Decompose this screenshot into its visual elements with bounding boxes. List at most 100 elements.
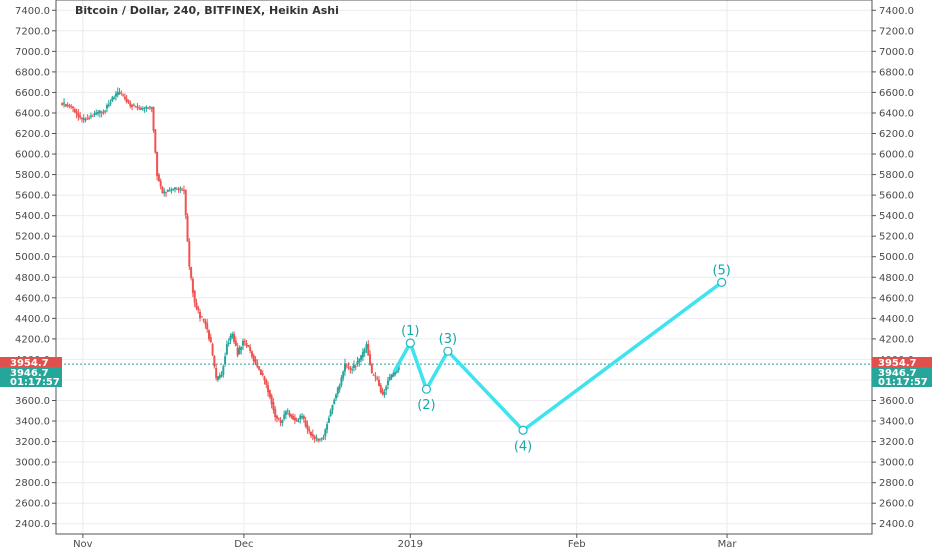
candle-body: [279, 420, 282, 423]
elliott-wave[interactable]: (1) (2) (3) (4) (5): [392, 263, 731, 454]
candle-body: [175, 188, 178, 190]
candle-body: [245, 342, 248, 346]
y-tick-label-left: 4600.0: [15, 293, 50, 304]
wave-label: (1): [401, 324, 419, 339]
candle-body: [340, 377, 343, 386]
candle-body: [361, 351, 364, 358]
candle-body: [150, 107, 153, 109]
price-badge-label-right: 01:17:57: [878, 377, 928, 388]
chart-title: Bitcoin / Dollar, 240, BITFINEX, Heikin …: [75, 4, 339, 17]
candle-body: [249, 347, 252, 351]
candle-body: [114, 93, 117, 97]
wave-point[interactable]: [518, 425, 528, 435]
candle-body: [156, 151, 159, 177]
candle-body: [63, 102, 66, 104]
candle-body: [73, 109, 76, 113]
candle-body: [324, 429, 327, 437]
candle-body: [202, 318, 205, 321]
y-tick-label-right: 4400.0: [879, 314, 914, 325]
candle-body: [233, 333, 236, 342]
candle-body: [383, 392, 386, 396]
candle-body: [351, 369, 354, 371]
candle-body: [376, 378, 379, 380]
wave-label: (4): [514, 439, 532, 454]
y-tick-label-right: 2400.0: [879, 519, 914, 530]
y-tick-label-right: 5800.0: [879, 170, 914, 181]
candle-body: [272, 402, 275, 410]
candle-body: [104, 110, 107, 112]
candle-body: [113, 97, 116, 99]
y-tick-label-right: 5000.0: [879, 252, 914, 263]
y-tick-label-right: 3400.0: [879, 417, 914, 428]
candle-body: [238, 347, 241, 355]
wave-point[interactable]: [421, 384, 432, 394]
candle-body: [222, 366, 225, 375]
candle-body: [344, 363, 346, 372]
y-tick-label-left: 2400.0: [15, 519, 50, 530]
candle-body: [392, 373, 395, 377]
candle-body: [354, 366, 357, 368]
y-tick-label-right: 6600.0: [879, 88, 914, 99]
candle-body: [93, 113, 96, 116]
candle-body: [179, 187, 182, 190]
candle-body: [157, 174, 160, 181]
price-candles: [61, 87, 400, 443]
candle-body: [370, 364, 373, 374]
candle-body: [97, 111, 100, 114]
wave-point[interactable]: [405, 338, 415, 348]
candle-body: [277, 418, 280, 420]
price-badge-right: [872, 376, 932, 387]
wave-line[interactable]: [392, 280, 723, 433]
candle-body: [88, 117, 91, 119]
candle-body: [320, 438, 323, 440]
candle-body: [250, 351, 253, 357]
candle-body: [326, 424, 329, 430]
candle-body: [190, 267, 193, 278]
wave-point[interactable]: [717, 277, 727, 288]
x-tick-label: 2019: [398, 539, 423, 550]
candle-body: [70, 106, 73, 108]
candle-body: [367, 344, 370, 356]
candle-body: [186, 215, 189, 242]
candle-body: [191, 278, 194, 293]
y-tick-label-left: 4800.0: [15, 273, 50, 284]
candle-body: [127, 100, 130, 103]
candle-body: [342, 371, 345, 379]
candle-body: [378, 379, 380, 387]
candle-body: [91, 115, 94, 117]
y-tick-label-right: 3200.0: [879, 437, 914, 448]
candle-body: [284, 411, 287, 415]
candle-body: [129, 102, 132, 107]
candle-body: [292, 415, 295, 420]
candle-body: [258, 366, 261, 370]
y-tick-label-left: 6200.0: [15, 129, 50, 140]
price-badge-right: [872, 357, 932, 368]
candle-body: [397, 365, 400, 371]
y-tick-label-right: 2800.0: [879, 478, 914, 489]
candle-body: [381, 390, 384, 394]
price-badge-left: [0, 376, 62, 387]
candle-body: [193, 290, 196, 303]
y-tick-label-left: 2600.0: [15, 499, 50, 510]
wave-label: (2): [417, 398, 435, 413]
candle-body: [206, 323, 209, 330]
candle-body: [215, 367, 218, 379]
y-tick-label-right: 5400.0: [879, 211, 914, 222]
candle-body: [172, 188, 175, 190]
candle-body: [216, 376, 219, 380]
candle-body: [295, 419, 298, 422]
wave-point[interactable]: [443, 346, 453, 356]
candle-body: [329, 410, 332, 416]
candle-body: [363, 349, 366, 353]
candle-body: [254, 359, 257, 363]
y-tick-label-right: 6800.0: [879, 67, 914, 78]
price-badge-label-right: 3954.7: [878, 358, 917, 369]
candle-body: [395, 370, 398, 373]
y-tick-label-left: 7000.0: [15, 47, 50, 58]
y-tick-label-left: 2800.0: [15, 478, 50, 489]
candle-body: [68, 105, 71, 107]
candle-body: [390, 374, 393, 379]
